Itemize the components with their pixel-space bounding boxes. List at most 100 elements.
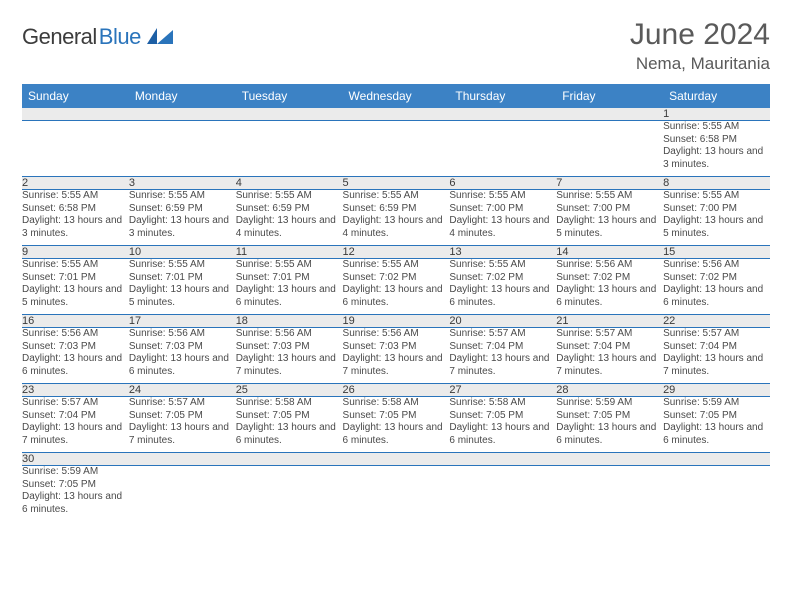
sunrise-text: Sunrise: 5:57 AM	[129, 397, 236, 410]
day-number-cell: 19	[343, 315, 450, 328]
sunrise-text: Sunrise: 5:58 AM	[449, 397, 556, 410]
day-number-cell: 16	[22, 315, 129, 328]
day-number-cell: 25	[236, 384, 343, 397]
sunrise-text: Sunrise: 5:58 AM	[236, 397, 343, 410]
day-number-cell: 15	[663, 246, 770, 259]
weekday-header: Wednesday	[343, 84, 450, 108]
day-number-cell	[129, 453, 236, 466]
sunset-text: Sunset: 7:03 PM	[343, 341, 450, 354]
day-detail-cell: Sunrise: 5:55 AMSunset: 6:58 PMDaylight:…	[22, 190, 129, 246]
sunrise-text: Sunrise: 5:55 AM	[236, 190, 343, 203]
sunset-text: Sunset: 7:05 PM	[449, 410, 556, 423]
sunset-text: Sunset: 7:02 PM	[556, 272, 663, 285]
daylight-text: Daylight: 13 hours and 6 minutes.	[449, 422, 556, 447]
sunrise-text: Sunrise: 5:55 AM	[22, 190, 129, 203]
day-number-cell	[236, 108, 343, 121]
sunset-text: Sunset: 7:01 PM	[129, 272, 236, 285]
day-detail-cell: Sunrise: 5:55 AMSunset: 7:01 PMDaylight:…	[129, 259, 236, 315]
daylight-text: Daylight: 13 hours and 5 minutes.	[556, 215, 663, 240]
day-detail-cell: Sunrise: 5:56 AMSunset: 7:03 PMDaylight:…	[343, 328, 450, 384]
daylight-text: Daylight: 13 hours and 4 minutes.	[449, 215, 556, 240]
sunrise-text: Sunrise: 5:55 AM	[663, 190, 770, 203]
sunrise-text: Sunrise: 5:59 AM	[22, 466, 129, 479]
daynum-row: 1	[22, 108, 770, 121]
day-number-cell: 21	[556, 315, 663, 328]
header-row: General Blue June 2024 Nema, Mauritania	[22, 18, 770, 74]
day-detail-cell: Sunrise: 5:57 AMSunset: 7:04 PMDaylight:…	[22, 397, 129, 453]
day-number-cell	[22, 108, 129, 121]
sunset-text: Sunset: 7:05 PM	[343, 410, 450, 423]
sunset-text: Sunset: 7:05 PM	[663, 410, 770, 423]
sunrise-text: Sunrise: 5:55 AM	[236, 259, 343, 272]
sunrise-text: Sunrise: 5:58 AM	[343, 397, 450, 410]
weekday-header: Tuesday	[236, 84, 343, 108]
day-number-cell: 12	[343, 246, 450, 259]
daylight-text: Daylight: 13 hours and 6 minutes.	[556, 422, 663, 447]
sunrise-text: Sunrise: 5:56 AM	[236, 328, 343, 341]
sunrise-text: Sunrise: 5:59 AM	[556, 397, 663, 410]
sunrise-text: Sunrise: 5:56 AM	[343, 328, 450, 341]
brand-logo: General Blue	[22, 24, 173, 50]
sunrise-text: Sunrise: 5:56 AM	[663, 259, 770, 272]
daylight-text: Daylight: 13 hours and 6 minutes.	[663, 284, 770, 309]
day-number-cell: 17	[129, 315, 236, 328]
day-detail-cell: Sunrise: 5:57 AMSunset: 7:05 PMDaylight:…	[129, 397, 236, 453]
day-detail-cell: Sunrise: 5:56 AMSunset: 7:02 PMDaylight:…	[663, 259, 770, 315]
daylight-text: Daylight: 13 hours and 6 minutes.	[663, 422, 770, 447]
sunset-text: Sunset: 7:04 PM	[449, 341, 556, 354]
day-number-cell: 28	[556, 384, 663, 397]
day-number-cell: 18	[236, 315, 343, 328]
sunset-text: Sunset: 7:00 PM	[556, 203, 663, 216]
day-number-cell: 4	[236, 177, 343, 190]
weekday-header: Saturday	[663, 84, 770, 108]
sunrise-text: Sunrise: 5:55 AM	[663, 121, 770, 134]
sunrise-text: Sunrise: 5:55 AM	[129, 259, 236, 272]
sunrise-text: Sunrise: 5:55 AM	[343, 259, 450, 272]
day-number-cell	[556, 453, 663, 466]
day-number-cell: 20	[449, 315, 556, 328]
sunset-text: Sunset: 7:02 PM	[663, 272, 770, 285]
day-number-cell	[343, 108, 450, 121]
daylight-text: Daylight: 13 hours and 4 minutes.	[343, 215, 450, 240]
day-detail-cell: Sunrise: 5:57 AMSunset: 7:04 PMDaylight:…	[449, 328, 556, 384]
day-number-cell: 24	[129, 384, 236, 397]
day-detail-cell: Sunrise: 5:59 AMSunset: 7:05 PMDaylight:…	[663, 397, 770, 453]
daylight-text: Daylight: 13 hours and 5 minutes.	[22, 284, 129, 309]
daylight-text: Daylight: 13 hours and 6 minutes.	[22, 353, 129, 378]
daylight-text: Daylight: 13 hours and 7 minutes.	[22, 422, 129, 447]
weekday-header: Sunday	[22, 84, 129, 108]
sunset-text: Sunset: 7:01 PM	[236, 272, 343, 285]
day-number-cell	[236, 453, 343, 466]
day-detail-cell: Sunrise: 5:55 AMSunset: 7:01 PMDaylight:…	[22, 259, 129, 315]
sunset-text: Sunset: 7:02 PM	[449, 272, 556, 285]
weekday-header: Thursday	[449, 84, 556, 108]
sunrise-text: Sunrise: 5:59 AM	[663, 397, 770, 410]
sunset-text: Sunset: 7:02 PM	[343, 272, 450, 285]
day-number-cell: 26	[343, 384, 450, 397]
day-detail-cell	[663, 466, 770, 522]
day-detail-cell	[343, 121, 450, 177]
day-detail-cell: Sunrise: 5:57 AMSunset: 7:04 PMDaylight:…	[556, 328, 663, 384]
sunrise-text: Sunrise: 5:55 AM	[22, 259, 129, 272]
day-detail-cell: Sunrise: 5:59 AMSunset: 7:05 PMDaylight:…	[556, 397, 663, 453]
sunrise-text: Sunrise: 5:57 AM	[449, 328, 556, 341]
sunrise-text: Sunrise: 5:56 AM	[129, 328, 236, 341]
sunrise-text: Sunrise: 5:55 AM	[129, 190, 236, 203]
detail-row: Sunrise: 5:56 AMSunset: 7:03 PMDaylight:…	[22, 328, 770, 384]
day-detail-cell: Sunrise: 5:55 AMSunset: 7:00 PMDaylight:…	[663, 190, 770, 246]
daylight-text: Daylight: 13 hours and 7 minutes.	[663, 353, 770, 378]
detail-row: Sunrise: 5:55 AMSunset: 6:58 PMDaylight:…	[22, 190, 770, 246]
detail-row: Sunrise: 5:55 AMSunset: 7:01 PMDaylight:…	[22, 259, 770, 315]
detail-row: Sunrise: 5:55 AMSunset: 6:58 PMDaylight:…	[22, 121, 770, 177]
daylight-text: Daylight: 13 hours and 3 minutes.	[663, 146, 770, 171]
sunset-text: Sunset: 6:58 PM	[663, 134, 770, 147]
day-number-cell: 2	[22, 177, 129, 190]
daylight-text: Daylight: 13 hours and 5 minutes.	[663, 215, 770, 240]
sunrise-text: Sunrise: 5:55 AM	[449, 190, 556, 203]
day-detail-cell: Sunrise: 5:55 AMSunset: 7:02 PMDaylight:…	[343, 259, 450, 315]
daylight-text: Daylight: 13 hours and 7 minutes.	[129, 422, 236, 447]
sunset-text: Sunset: 7:00 PM	[663, 203, 770, 216]
day-detail-cell: Sunrise: 5:58 AMSunset: 7:05 PMDaylight:…	[449, 397, 556, 453]
daylight-text: Daylight: 13 hours and 5 minutes.	[129, 284, 236, 309]
day-detail-cell	[236, 121, 343, 177]
